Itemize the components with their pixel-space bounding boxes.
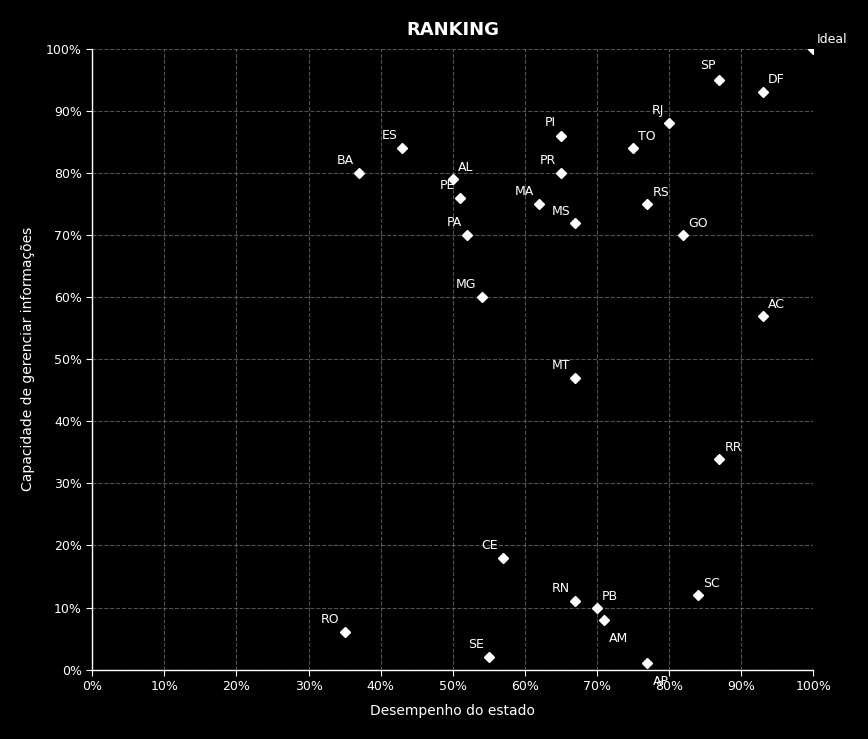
Text: PR: PR — [540, 154, 556, 167]
Text: PE: PE — [439, 179, 455, 191]
Text: MT: MT — [552, 358, 570, 372]
Text: AM: AM — [609, 633, 628, 645]
Text: SE: SE — [468, 638, 483, 651]
Text: PA: PA — [447, 216, 462, 229]
Text: PI: PI — [545, 117, 556, 129]
Text: RS: RS — [653, 186, 669, 199]
Text: ES: ES — [381, 129, 398, 142]
Text: RJ: RJ — [652, 104, 664, 117]
Text: CE: CE — [482, 539, 498, 552]
Text: Ideal: Ideal — [817, 33, 847, 46]
Text: AL: AL — [457, 161, 473, 174]
Text: SC: SC — [703, 577, 720, 590]
Text: PB: PB — [602, 590, 618, 602]
Text: GO: GO — [688, 217, 708, 230]
Text: RO: RO — [321, 613, 339, 626]
Text: AP: AP — [653, 675, 668, 687]
Text: BA: BA — [337, 154, 354, 167]
Text: MS: MS — [551, 205, 570, 217]
Y-axis label: Capacidade de gerenciar informações: Capacidade de gerenciar informações — [21, 227, 35, 491]
Text: TO: TO — [638, 130, 655, 143]
Text: SP: SP — [700, 59, 716, 72]
Text: MG: MG — [456, 278, 477, 291]
Title: RANKING: RANKING — [406, 21, 499, 39]
Text: RR: RR — [725, 440, 742, 454]
Text: RN: RN — [552, 582, 570, 595]
X-axis label: Desempenho do estado: Desempenho do estado — [371, 704, 536, 718]
Text: MA: MA — [515, 185, 534, 198]
Text: DF: DF — [768, 73, 785, 86]
Text: AC: AC — [768, 298, 785, 310]
